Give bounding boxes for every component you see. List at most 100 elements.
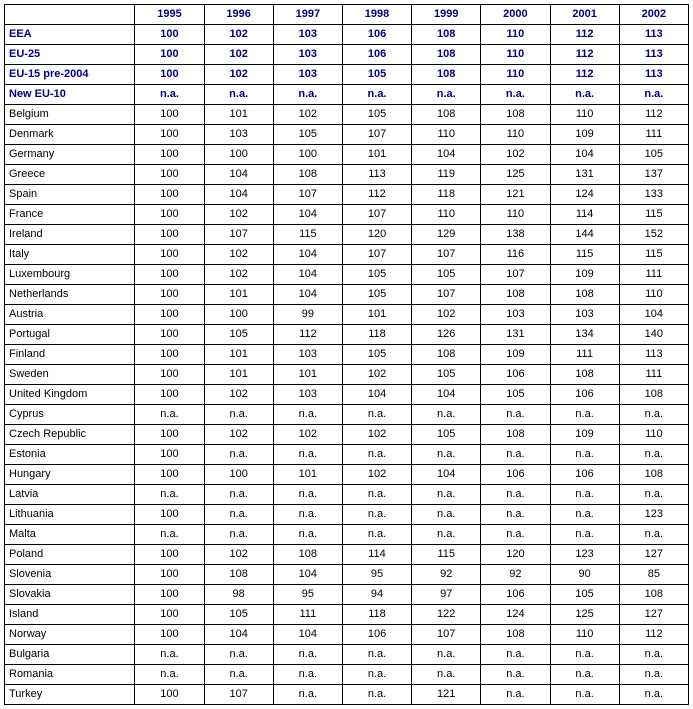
cell-value: 114 <box>342 545 411 565</box>
cell-value: 100 <box>135 625 204 645</box>
table-row: Italy100102104107107116115115 <box>5 245 689 265</box>
cell-value: n.a. <box>481 665 550 685</box>
cell-value: 111 <box>619 265 688 285</box>
cell-value: n.a. <box>273 645 342 665</box>
cell-value: 134 <box>550 325 619 345</box>
cell-value: 103 <box>273 385 342 405</box>
cell-value: n.a. <box>204 445 273 465</box>
table-row: Latvian.a.n.a.n.a.n.a.n.a.n.a.n.a.n.a. <box>5 485 689 505</box>
data-table: 1995 1996 1997 1998 1999 2000 2001 2002 … <box>4 4 689 705</box>
row-label: Bulgaria <box>5 645 135 665</box>
cell-value: 100 <box>135 565 204 585</box>
cell-value: n.a. <box>412 85 481 105</box>
cell-value: n.a. <box>204 665 273 685</box>
table-row: Sweden100101101102105106108111 <box>5 365 689 385</box>
cell-value: 140 <box>619 325 688 345</box>
cell-value: 105 <box>342 285 411 305</box>
cell-value: 102 <box>204 205 273 225</box>
table-row: Island100105111118122124125127 <box>5 605 689 625</box>
table-row: Germany100100100101104102104105 <box>5 145 689 165</box>
cell-value: n.a. <box>481 485 550 505</box>
cell-value: 100 <box>135 585 204 605</box>
cell-value: 101 <box>204 345 273 365</box>
cell-value: 103 <box>204 125 273 145</box>
cell-value: 101 <box>342 145 411 165</box>
cell-value: 108 <box>204 565 273 585</box>
cell-value: 113 <box>619 25 688 45</box>
row-label: Romania <box>5 665 135 685</box>
table-row: Bulgarian.a.n.a.n.a.n.a.n.a.n.a.n.a.n.a. <box>5 645 689 665</box>
row-label: United Kingdom <box>5 385 135 405</box>
table-row: EU-15 pre-2004100102103105108110112113 <box>5 65 689 85</box>
cell-value: 104 <box>273 565 342 585</box>
cell-value: 110 <box>619 425 688 445</box>
cell-value: n.a. <box>481 405 550 425</box>
cell-value: 108 <box>550 285 619 305</box>
cell-value: 100 <box>135 325 204 345</box>
cell-value: 102 <box>204 385 273 405</box>
table-row: Norway100104104106107108110112 <box>5 625 689 645</box>
cell-value: 100 <box>135 65 204 85</box>
cell-value: 103 <box>273 345 342 365</box>
cell-value: 112 <box>273 325 342 345</box>
cell-value: 100 <box>135 25 204 45</box>
cell-value: n.a. <box>412 505 481 525</box>
header-year: 1996 <box>204 5 273 25</box>
row-label: Island <box>5 605 135 625</box>
cell-value: 104 <box>550 145 619 165</box>
cell-value: n.a. <box>619 405 688 425</box>
row-label: Germany <box>5 145 135 165</box>
cell-value: n.a. <box>204 505 273 525</box>
cell-value: n.a. <box>342 525 411 545</box>
cell-value: 100 <box>135 165 204 185</box>
cell-value: 112 <box>619 105 688 125</box>
table-row: United Kingdom100102103104104105106108 <box>5 385 689 405</box>
cell-value: 114 <box>550 205 619 225</box>
cell-value: n.a. <box>550 405 619 425</box>
header-year: 1995 <box>135 5 204 25</box>
table-row: Maltan.a.n.a.n.a.n.a.n.a.n.a.n.a.n.a. <box>5 525 689 545</box>
cell-value: 121 <box>481 185 550 205</box>
cell-value: 118 <box>342 325 411 345</box>
cell-value: 100 <box>135 145 204 165</box>
table-row: Poland100102108114115120123127 <box>5 545 689 565</box>
cell-value: n.a. <box>412 445 481 465</box>
cell-value: 100 <box>204 145 273 165</box>
cell-value: 100 <box>135 545 204 565</box>
cell-value: 101 <box>273 365 342 385</box>
cell-value: 94 <box>342 585 411 605</box>
cell-value: 115 <box>619 245 688 265</box>
table-row: EEA100102103106108110112113 <box>5 25 689 45</box>
cell-value: 144 <box>550 225 619 245</box>
cell-value: 92 <box>481 565 550 585</box>
cell-value: 122 <box>412 605 481 625</box>
cell-value: n.a. <box>204 85 273 105</box>
cell-value: 104 <box>412 385 481 405</box>
cell-value: 107 <box>412 245 481 265</box>
row-label: Portugal <box>5 325 135 345</box>
cell-value: 100 <box>135 605 204 625</box>
cell-value: 109 <box>550 425 619 445</box>
cell-value: 102 <box>342 465 411 485</box>
cell-value: 102 <box>273 105 342 125</box>
cell-value: 106 <box>481 465 550 485</box>
cell-value: n.a. <box>550 505 619 525</box>
cell-value: n.a. <box>550 685 619 705</box>
cell-value: 120 <box>342 225 411 245</box>
cell-value: n.a. <box>342 405 411 425</box>
cell-value: 100 <box>135 125 204 145</box>
cell-value: n.a. <box>342 445 411 465</box>
row-label: Ireland <box>5 225 135 245</box>
cell-value: 100 <box>135 45 204 65</box>
cell-value: 100 <box>135 505 204 525</box>
cell-value: 95 <box>342 565 411 585</box>
cell-value: 126 <box>412 325 481 345</box>
cell-value: 100 <box>204 305 273 325</box>
row-label: Slovenia <box>5 565 135 585</box>
cell-value: 106 <box>481 365 550 385</box>
cell-value: 102 <box>204 245 273 265</box>
cell-value: 115 <box>550 245 619 265</box>
cell-value: n.a. <box>135 485 204 505</box>
cell-value: 100 <box>135 445 204 465</box>
cell-value: 104 <box>204 185 273 205</box>
